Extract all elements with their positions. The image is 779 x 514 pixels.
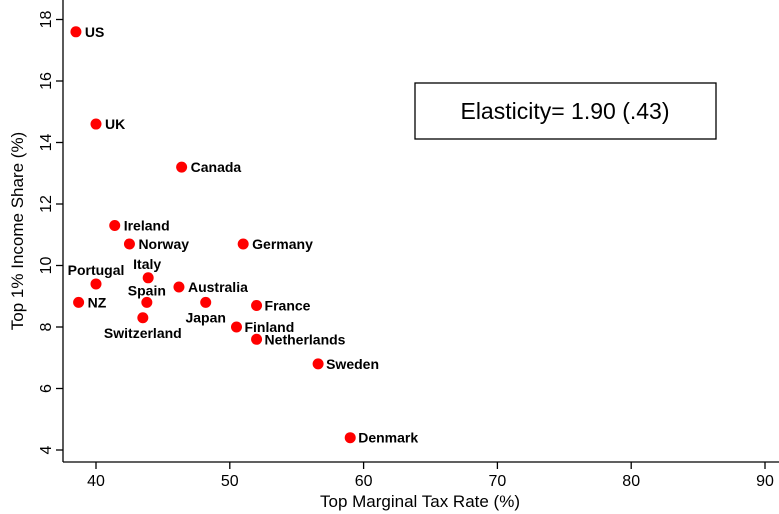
point-label-denmark: Denmark [358, 430, 418, 446]
point-finland [230, 321, 242, 333]
point-label-uk: UK [105, 116, 125, 132]
x-tick-label-50: 50 [221, 473, 239, 490]
y-tick-label-16: 16 [38, 72, 55, 90]
y-tick-label-4: 4 [38, 445, 55, 454]
annotation-box [414, 82, 717, 140]
point-label-spain: Spain [128, 282, 166, 298]
x-axis-title: Top Marginal Tax Rate (%) [320, 492, 520, 511]
point-canada [176, 161, 188, 173]
y-tick-label-6: 6 [38, 384, 55, 393]
x-tick-label-90: 90 [756, 473, 774, 490]
x-ticks: 40 50 60 70 80 90 [87, 462, 774, 490]
point-label-us: US [85, 24, 104, 40]
point-label-norway: Norway [138, 236, 189, 252]
y-ticks: 4 6 8 10 12 14 16 18 [38, 11, 63, 454]
point-nz [73, 296, 85, 308]
x-tick-label-70: 70 [489, 473, 507, 490]
point-label-portugal: Portugal [68, 262, 125, 278]
point-label-germany: Germany [252, 236, 313, 252]
point-label-australia: Australia [188, 279, 248, 295]
point-netherlands [251, 333, 263, 345]
point-label-italy: Italy [133, 256, 161, 272]
y-tick-label-18: 18 [38, 11, 55, 29]
point-switzerland [137, 312, 149, 324]
point-label-japan: Japan [185, 309, 225, 325]
point-label-switzerland: Switzerland [104, 325, 182, 341]
point-portugal [90, 278, 102, 290]
point-label-finland: Finland [244, 319, 294, 335]
point-denmark [344, 432, 356, 444]
point-label-nz: NZ [88, 294, 107, 310]
point-france [251, 299, 263, 311]
y-tick-label-14: 14 [38, 134, 55, 152]
y-axis-title: Top 1% Income Share (%) [8, 132, 27, 330]
point-italy [142, 272, 154, 284]
y-tick-label-12: 12 [38, 195, 55, 213]
point-norway [123, 238, 135, 250]
point-label-netherlands: Netherlands [265, 331, 346, 347]
x-tick-label-40: 40 [87, 473, 105, 490]
x-tick-label-80: 80 [622, 473, 640, 490]
y-tick-label-10: 10 [38, 257, 55, 275]
annotation-text: Elasticity= 1.90 (.43) [460, 98, 669, 124]
point-ireland [109, 220, 121, 232]
data-points: US UK Canada Ireland Norway Germany Portugal It… [68, 24, 419, 446]
point-label-ireland: Ireland [124, 218, 170, 234]
y-tick-label-8: 8 [38, 322, 55, 331]
elasticity-annotation: Elasticity= 1.90 (.43) [414, 82, 717, 140]
point-australia [173, 281, 185, 293]
point-japan [200, 296, 212, 308]
point-spain [141, 296, 153, 308]
point-label-sweden: Sweden [326, 356, 379, 372]
point-label-canada: Canada [191, 159, 242, 175]
point-sweden [312, 358, 324, 370]
point-us [70, 26, 82, 38]
point-label-france: France [265, 297, 311, 313]
point-uk [90, 118, 102, 130]
x-tick-label-60: 60 [355, 473, 373, 490]
point-germany [237, 238, 249, 250]
